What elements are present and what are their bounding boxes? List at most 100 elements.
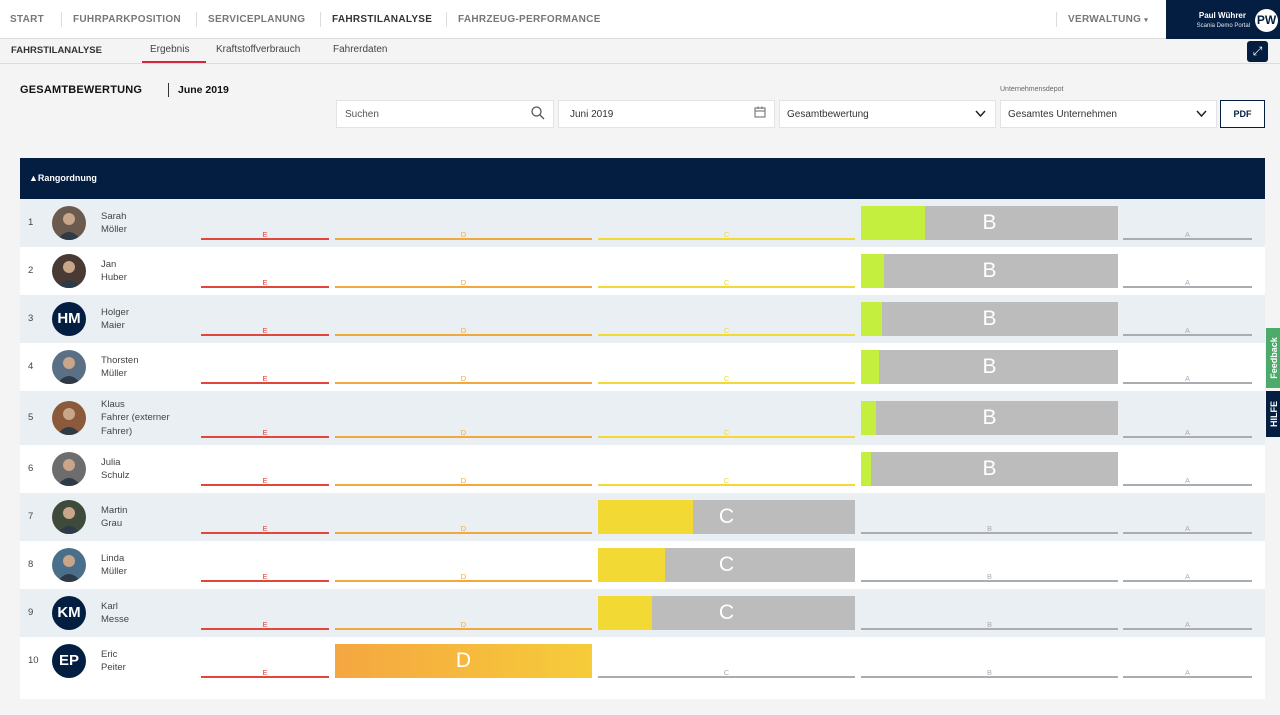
grade-progress-fill [598,596,652,630]
user-menu[interactable]: Paul Wührer Scania Demo Portal PW [1166,0,1280,39]
pdf-button[interactable]: PDF [1220,100,1265,128]
nav-divider [196,12,197,27]
grade-track-label: A [1184,524,1190,533]
grade-track-label: A [1184,278,1190,287]
nav-fahrzeug-performance[interactable]: FAHRZEUG-PERFORMANCE [458,14,601,25]
driver-name-line: Möller [101,224,127,235]
sub-navigation: FAHRSTILANALYSE Ergebnis Kraftstoffverbr… [0,39,1280,64]
grade-track-d [335,334,592,336]
grade-letter: B [982,211,997,234]
grade-progress-fill [861,401,876,435]
grade-track-label: D [460,572,467,581]
grade-letter: B [982,259,997,282]
expand-icon[interactable]: ⤢ [1247,41,1268,62]
table-row[interactable]: 3 HM Holger Maier E D C B A [20,295,1265,343]
grade-track-label: D [460,278,467,287]
grade-bar: B [861,206,1118,240]
feedback-tab[interactable]: Feedback [1266,328,1280,388]
grade-track-c [598,436,855,438]
table-row[interactable]: 7 Martin Grau E D C B A [20,493,1265,541]
grade-track-d [335,532,592,534]
nav-fahrstilanalyse[interactable]: FAHRSTILANALYSE [332,14,433,25]
table-row[interactable]: 1 Sarah Möller E D C B A [20,199,1265,247]
grade-progress-fill [598,500,693,534]
rating-select[interactable]: Gesamtbewertung [779,100,996,128]
driver-name-line: Fahrer) [101,425,133,437]
grade-track-label: E [262,326,268,335]
grade-track-c [598,382,855,384]
grade-track-label: D [460,524,467,533]
tab-kraftstoffverbrauch[interactable]: Kraftstoffverbrauch [216,44,301,55]
rank-number: 5 [28,412,34,423]
grade-track-label: E [262,524,268,533]
grade-bar: B [861,401,1118,435]
grade-progress-fill [861,206,925,240]
grade-track-label: C [723,668,730,677]
table-row[interactable]: 2 Jan Huber E D C B A [20,247,1265,295]
grade-track-label: A [1184,620,1190,629]
nav-divider [1056,12,1057,27]
rank-number: 2 [28,265,34,276]
table-row[interactable]: 8 Linda Müller E D C B A [20,541,1265,589]
help-tab[interactable]: HILFE [1266,391,1280,437]
driver-photo [52,548,86,582]
grade-track-e [201,286,329,288]
nav-verwaltung-menu[interactable]: VERWALTUNG ▾ [1068,14,1148,25]
grade-letter: C [718,601,735,624]
grade-bar: C [598,500,855,534]
grade-letter: B [982,307,997,330]
depot-select[interactable]: Gesamtes Unternehmen [1000,100,1217,128]
grade-track-e [201,382,329,384]
grade-track-a [1123,580,1252,582]
grade-track-label: C [723,326,730,335]
grade-track-label: D [460,620,467,629]
driver-avatar-initials: HM [52,302,86,336]
nav-serviceplanung[interactable]: SERVICEPLANUNG [208,14,306,25]
grade-letter: D [455,649,472,672]
tab-fahrerdaten[interactable]: Fahrerdaten [333,44,388,55]
grade-track-b [861,580,1118,582]
page-date: June 2019 [178,84,229,96]
search-icon [531,106,545,123]
driver-name-line: Peiter [101,662,126,673]
grade-track-d [335,484,592,486]
grade-track-a [1123,436,1252,438]
table-row[interactable]: 10 EP Eric Peiter E D C B A [20,637,1265,685]
grade-track-e [201,484,329,486]
grade-bar: B [861,350,1118,384]
date-picker[interactable]: Juni 2019 [558,100,775,128]
driver-name-line: Fahrer (externer [101,412,170,424]
driver-photo [52,452,86,486]
nav-start[interactable]: START [10,14,45,25]
grade-track-a [1123,334,1252,336]
grade-bar: B [861,452,1118,486]
grade-track-e [201,532,329,534]
grade-track-label: B [986,572,992,581]
nav-fuhrparkposition[interactable]: FUHRPARKPOSITION [73,14,181,25]
rank-number: 1 [28,217,34,228]
grade-track-label: D [460,230,467,239]
grade-track-label: B [986,668,992,677]
grade-track-label: E [262,230,268,239]
grade-track-label: C [723,230,730,239]
calendar-icon [754,106,766,121]
grade-track-label: E [262,278,268,287]
table-row[interactable]: 6 Julia Schulz E D C B A [20,445,1265,493]
table-row[interactable]: 4 Thorsten Müller E D C B A [20,343,1265,391]
tab-ergebnis[interactable]: Ergebnis [150,44,190,55]
driver-name-line: Maier [101,320,125,331]
table-row[interactable]: 9 KM Karl Messe E D C B A [20,589,1265,637]
grade-track-d [335,580,592,582]
table-header: ▲Rangordnung [20,158,1265,199]
driver-name-line: Jan [101,258,117,270]
table-row[interactable]: 5 Klaus Fahrer (externer Fahrer) E D C B A [20,391,1265,445]
grade-bar: B [861,254,1118,288]
ranking-table: ▲Rangordnung 1 Sarah Möller E D C B A 2 Jan Huber E… [20,158,1265,699]
grade-track-label: A [1184,428,1190,437]
grade-letter: B [982,457,997,480]
sort-rangordnung[interactable]: ▲Rangordnung [29,173,97,183]
search-input[interactable]: Suchen [336,100,554,128]
driver-name: Thorsten Müller [101,354,191,381]
grade-track-c [598,484,855,486]
chevron-down-icon [1195,107,1208,123]
